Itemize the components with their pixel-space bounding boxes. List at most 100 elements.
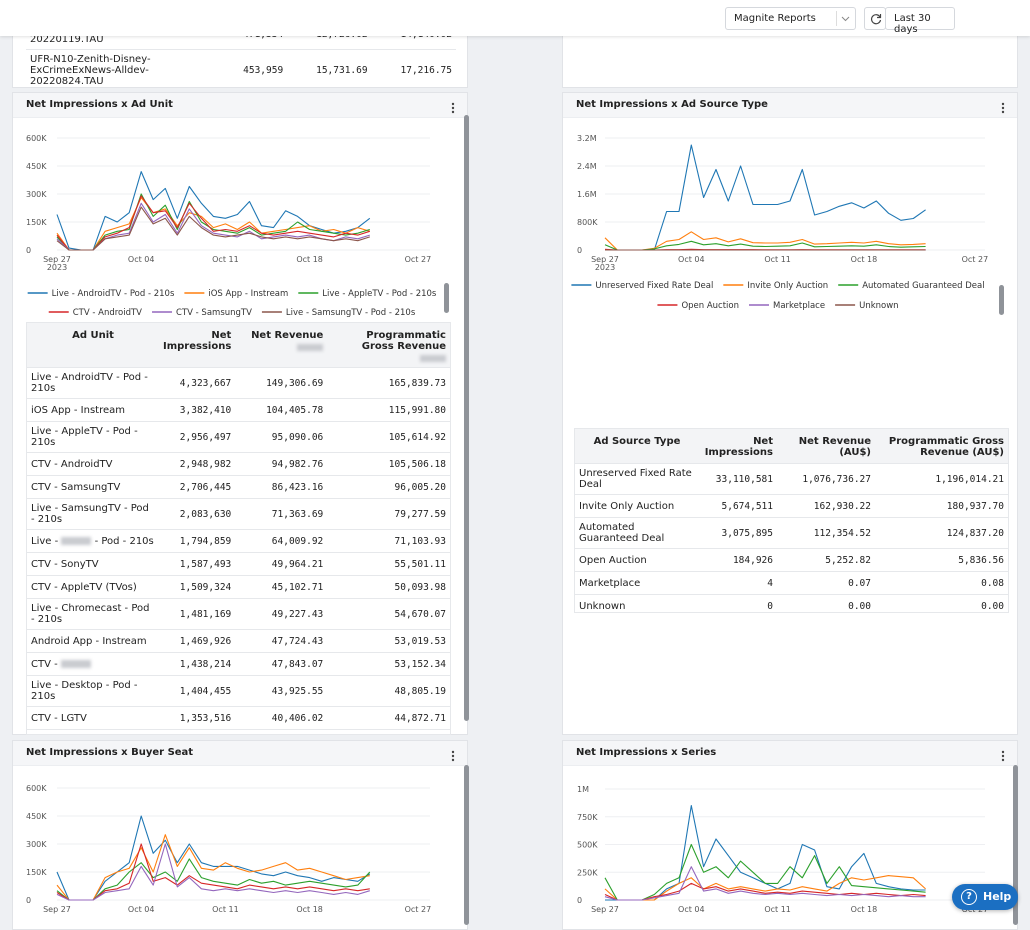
legend-scrollbar[interactable]: [444, 283, 449, 313]
table-cell: 5,252.82: [777, 548, 875, 572]
top-bar: Magnite Reports Last 30 days: [0, 0, 1030, 36]
top-table-card: UFR-10Play-OMG-VICGOV-Alldev-30-20220119…: [12, 28, 468, 88]
panel-title: Net Impressions x Buyer Seat: [26, 747, 194, 758]
panel-title: Net Impressions x Series: [576, 747, 717, 758]
help-icon: ?: [961, 889, 977, 905]
table-cell: CTV -: [27, 652, 159, 676]
table-cell: 3,382,410: [159, 398, 236, 422]
table-cell: 4,323,667: [159, 367, 236, 399]
table-cell: 47,724.43: [235, 629, 328, 653]
panel-title: Net Impressions x Ad Source Type: [576, 99, 768, 110]
table-cell: 49,227.43: [235, 598, 328, 630]
table-cell: CTV - LGTV: [27, 706, 159, 730]
help-button[interactable]: ? Help: [952, 884, 1018, 910]
table-cell: CTV - SonyTV: [27, 552, 159, 576]
date-range-button[interactable]: Last 30 days: [885, 7, 955, 35]
menu-button[interactable]: [451, 99, 455, 118]
table-cell: Android App - Instream: [27, 629, 159, 653]
table-cell: 40,981.12: [235, 729, 328, 734]
column-header-label: Ad Source Type: [593, 436, 681, 447]
scrollbar[interactable]: [464, 765, 469, 925]
table-cell: 50,093.98: [327, 575, 450, 599]
table-row: CTV - 1,438,214 47,843.07 53,152.34: [27, 652, 450, 676]
column-header: Programmatic Gross Revenue: [327, 323, 450, 368]
scrollbar[interactable]: [464, 115, 469, 721]
table-cell: Live - - Pod - 210s: [27, 529, 159, 553]
table-cell: 1,438,214: [159, 652, 236, 676]
table-row: iOS App - Instream 3,382,410 104,405.78 115…: [27, 398, 450, 422]
table-cell: 1,794,859: [159, 529, 236, 553]
blurred-text: [61, 536, 92, 545]
table-cell: 71,103.93: [327, 529, 450, 553]
column-header: Net Revenue: [235, 323, 328, 368]
table-cell: 162,930.22: [777, 494, 875, 518]
table-cell: Automated Guaranteed Deal: [575, 517, 699, 549]
table-cell: 1,587,493: [159, 552, 236, 576]
column-header: Ad Unit: [27, 323, 159, 368]
table-cell: 43,925.55: [235, 675, 328, 707]
column-header-label: Net Revenue: [251, 330, 324, 341]
table-cell: 104,405.78: [235, 398, 328, 422]
table-cell: Unknown: [575, 594, 699, 612]
column-header-label: Programmatic Gross Revenue: [361, 330, 446, 352]
table-cell: 0.00: [875, 594, 1008, 612]
table-cell: 0: [699, 594, 777, 612]
table-cell: 165,839.73: [327, 367, 450, 399]
table-cell: 64,009.92: [235, 529, 328, 553]
table-row: Invite Only Auction 5,674,511 162,930.22 18…: [575, 494, 1008, 518]
table-row: Automated Guaranteed Deal 3,075,895 112,35…: [575, 517, 1008, 549]
table-row: Live - Chromecast - Pod - 210s 1,481,169 4…: [27, 598, 450, 630]
legend-scrollbar[interactable]: [999, 285, 1004, 315]
table-cell: 0.08: [875, 571, 1008, 595]
table-cell: 48,805.19: [327, 675, 450, 707]
table-cell: 53,152.34: [327, 652, 450, 676]
report-select[interactable]: Magnite Reports: [725, 7, 856, 30]
table-row: Live - AndroidTV - Pod - 210s 4,323,667 14…: [27, 367, 450, 399]
column-header-label: Net Impressions: [163, 330, 232, 352]
table-cell: 47,843.07: [235, 652, 328, 676]
table-cell: 53,019.53: [327, 629, 450, 653]
table-cell: 1,481,169: [159, 598, 236, 630]
date-range-label: Last 30 days: [894, 13, 931, 35]
top-right-card: [562, 28, 1018, 88]
table-row: Open Auction 184,926 5,252.82 5,836.56: [575, 548, 1008, 572]
table-cell: 453,959: [219, 49, 288, 87]
table-cell: UFR-N10-Zenith-Disney-ExCrimeExNews-Alld…: [26, 49, 219, 87]
table-cell: 1,509,324: [159, 575, 236, 599]
table-cell: CTV - SamsungTV: [27, 475, 159, 499]
table-cell: 5,836.56: [875, 548, 1008, 572]
table-header-row: Ad Source Type Net Impressions Net Revenue…: [575, 429, 1008, 464]
cell-text: - Pod - 210s: [91, 535, 154, 547]
table-cell: 17,216.75: [371, 49, 456, 87]
help-label: Help: [983, 890, 1012, 903]
table-cell: 71,363.69: [235, 498, 328, 530]
panel-header: Net Impressions x Series: [563, 741, 1017, 766]
menu-button[interactable]: [451, 747, 455, 766]
table-row: CTV - SamsungTV 2,706,445 86,423.16 96,005.…: [27, 475, 450, 499]
scrollbar[interactable]: [1013, 765, 1018, 925]
table-row: Live - Desktop - Pod - 210s 1,404,455 43,9…: [27, 675, 450, 707]
table-row: Unreserved Fixed Rate Deal 33,110,581 1,07…: [575, 463, 1008, 495]
table-cell: 86,423.16: [235, 475, 328, 499]
table-container: Ad Unit Net Impressions Net Revenue Program…: [26, 322, 451, 735]
column-header: Net Impressions: [159, 323, 236, 368]
table-cell: 3,075,895: [699, 517, 777, 549]
column-header: Net Impressions: [699, 429, 777, 464]
menu-button[interactable]: [1001, 747, 1005, 766]
column-header: Programmatic Gross Revenue (AU$): [875, 429, 1008, 464]
refresh-button[interactable]: [864, 7, 886, 30]
table-cell: 5,674,511: [699, 494, 777, 518]
report-select-label: Magnite Reports: [734, 13, 816, 24]
blurred-currency: [297, 344, 324, 351]
table-cell: 1,404,455: [159, 675, 236, 707]
menu-button[interactable]: [1001, 99, 1005, 118]
table: Ad Source Type Net Impressions Net Revenue…: [575, 429, 1008, 612]
table-cell: 1,353,516: [159, 706, 236, 730]
table-row: CTV - LGTV 1,353,516 40,406.02 44,872.71: [27, 706, 450, 730]
table-cell: 95,090.06: [235, 421, 328, 453]
refresh-icon: [870, 14, 882, 25]
table-cell: 184,926: [699, 548, 777, 572]
table-cell: 180,937.70: [875, 494, 1008, 518]
table-cell: 44,872.71: [327, 706, 450, 730]
